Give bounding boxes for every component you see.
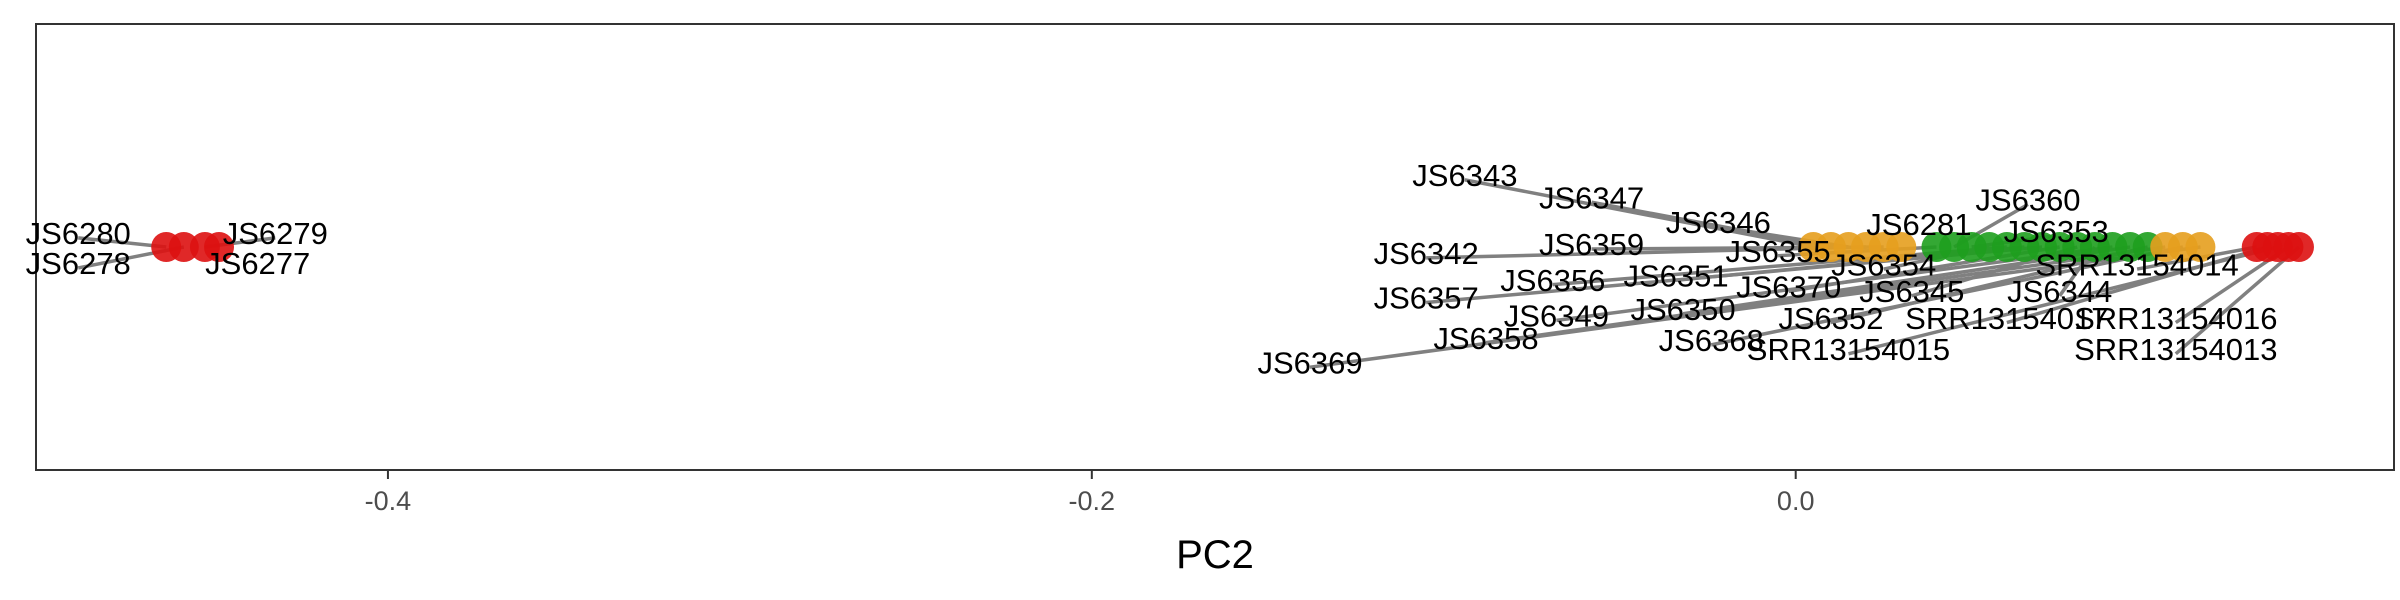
label-js6368: JS6368: [1659, 323, 1764, 358]
x-axis: -0.4 -0.2 0.0: [365, 470, 1815, 516]
x-tick-label-2: 0.0: [1777, 486, 1815, 516]
data-points: [151, 232, 2314, 262]
label-js6351: JS6351: [1623, 258, 1728, 293]
label-js6279: JS6279: [223, 216, 328, 251]
label-srr13154016: SRR13154016: [2074, 301, 2277, 336]
x-tick-label-0: -0.4: [365, 486, 412, 516]
label-js6355: JS6355: [1726, 234, 1831, 269]
leader-line-srr13154013: [2174, 245, 2301, 356]
label-js6345: JS6345: [1859, 274, 1964, 309]
point-js6369: [2185, 232, 2216, 262]
label-js6350: JS6350: [1631, 292, 1736, 327]
label-js6343: JS6343: [1412, 158, 1517, 193]
leader-line-srr13154015: [1848, 245, 2279, 356]
leader-line-js6368: [1710, 245, 2184, 347]
label-js6277: JS6277: [205, 246, 310, 281]
label-srr13154015: SRR13154015: [1747, 332, 1950, 367]
point-js6277: [204, 232, 235, 262]
label-srr13154017: SRR13154017: [1905, 301, 2108, 336]
label-js6358: JS6358: [1433, 321, 1538, 356]
label-js6354: JS6354: [1831, 247, 1936, 282]
label-js6356: JS6356: [1500, 263, 1605, 298]
label-js6359: JS6359: [1539, 227, 1644, 262]
label-js6370: JS6370: [1736, 270, 1841, 305]
leader-line-js6343: [1464, 178, 1814, 249]
label-js6346: JS6346: [1666, 205, 1771, 240]
label-js6349: JS6349: [1504, 299, 1609, 334]
label-js6347: JS6347: [1539, 180, 1644, 215]
point-srr13154013: [2283, 232, 2314, 262]
label-js6342: JS6342: [1374, 236, 1479, 271]
label-srr13154013: SRR13154013: [2074, 332, 2277, 367]
leader-line-js6369: [1309, 245, 2201, 369]
x-axis-title: PC2: [1176, 533, 1254, 577]
label-js6352: JS6352: [1778, 301, 1883, 336]
label-js6281: JS6281: [1866, 207, 1971, 242]
point-js6281: [1886, 232, 1917, 262]
label-js6360: JS6360: [1975, 183, 2080, 218]
label-js6369: JS6369: [1257, 345, 1362, 380]
label-js6357: JS6357: [1374, 281, 1479, 316]
point-js6278: [168, 232, 199, 262]
label-js6278: JS6278: [26, 246, 131, 281]
label-js6280: JS6280: [26, 216, 131, 251]
label-js6344: JS6344: [2007, 274, 2112, 309]
label-srr13154014: SRR13154014: [2035, 247, 2238, 282]
x-tick-label-1: -0.2: [1069, 486, 1116, 516]
label-js6353: JS6353: [2004, 214, 2109, 249]
